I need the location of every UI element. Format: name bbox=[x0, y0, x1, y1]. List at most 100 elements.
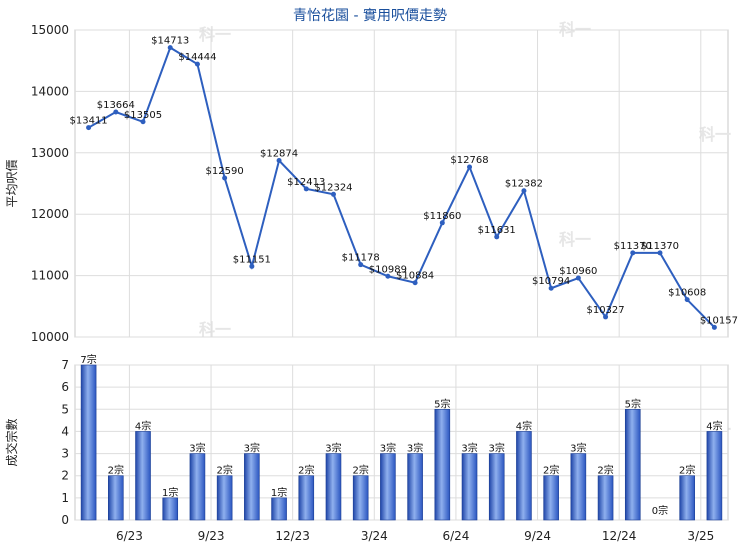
price-data-label: $10157 bbox=[700, 315, 738, 326]
price-data-label: $10884 bbox=[396, 271, 434, 282]
volume-data-label: 3宗 bbox=[461, 442, 477, 455]
volume-bar bbox=[135, 431, 151, 521]
volume-bar bbox=[325, 453, 342, 521]
price-point bbox=[630, 250, 636, 256]
volume-bar bbox=[679, 475, 695, 521]
price-point bbox=[303, 186, 309, 192]
x-tick-label: 12/24 bbox=[602, 529, 637, 543]
price-data-label: $11370 bbox=[614, 241, 652, 252]
volume-bar bbox=[461, 453, 478, 521]
price-data-label: $11631 bbox=[478, 225, 516, 236]
volume-data-label: 3宗 bbox=[489, 442, 505, 455]
price-point bbox=[575, 275, 581, 281]
volume-data-label: 5宗 bbox=[625, 397, 641, 410]
volume-data-label: 1宗 bbox=[271, 486, 287, 499]
volume-bar-chart: 0 1 2 3 4 5 6 7 6/23 9/23 12/23 3/24 6/24 9/24 12/24 3/… bbox=[4, 353, 729, 543]
bottom-y-tick-label: 0 bbox=[61, 513, 69, 527]
x-tick-label: 9/23 bbox=[198, 529, 225, 543]
price-data-label: $10794 bbox=[532, 276, 570, 287]
price-point bbox=[140, 119, 146, 125]
price-point bbox=[684, 297, 690, 303]
volume-data-label: 2宗 bbox=[216, 464, 232, 477]
x-tick-label: 9/24 bbox=[524, 529, 551, 543]
volume-bar bbox=[570, 453, 587, 521]
volume-data-label: 2宗 bbox=[679, 464, 695, 477]
price-data-label: $10960 bbox=[559, 266, 597, 277]
volume-bar bbox=[271, 497, 287, 521]
volume-data-label: 4宗 bbox=[135, 419, 151, 432]
price-data-label: $11178 bbox=[342, 253, 380, 264]
volume-bar bbox=[108, 475, 124, 521]
x-tick-label: 6/23 bbox=[116, 529, 143, 543]
x-tick-label: 3/25 bbox=[687, 529, 714, 543]
price-data-label: $10989 bbox=[369, 264, 407, 275]
volume-data-label: 3宗 bbox=[189, 442, 205, 455]
price-point bbox=[657, 250, 663, 256]
top-y-tick-label: 12000 bbox=[31, 207, 69, 221]
volume-data-label: 3宗 bbox=[570, 442, 586, 455]
price-data-label: $13411 bbox=[70, 116, 108, 127]
volume-data-label: 3宗 bbox=[325, 442, 341, 455]
price-point bbox=[439, 220, 445, 226]
price-point bbox=[358, 262, 364, 268]
price-data-label: $12413 bbox=[287, 177, 325, 188]
volume-data-label: 3宗 bbox=[407, 442, 423, 455]
bottom-y-tick-label: 7 bbox=[61, 358, 69, 372]
volume-data-label: 2宗 bbox=[543, 464, 559, 477]
volume-bar bbox=[216, 475, 233, 521]
price-point bbox=[521, 188, 527, 194]
volume-bar bbox=[380, 453, 396, 521]
top-y-tick-label: 10000 bbox=[31, 330, 69, 344]
volume-data-label: 3宗 bbox=[244, 442, 260, 455]
price-point bbox=[113, 109, 119, 115]
price-point bbox=[249, 263, 255, 269]
price-point bbox=[222, 175, 228, 181]
price-point bbox=[194, 61, 200, 67]
price-data-label: $12768 bbox=[450, 155, 488, 166]
price-point bbox=[711, 324, 717, 330]
price-data-label: $11151 bbox=[233, 254, 271, 265]
chart-title: 青怡花園 - 實用呎價走勢 bbox=[293, 7, 447, 24]
watermark: 科一 bbox=[199, 25, 231, 44]
volume-data-label: 1宗 bbox=[162, 486, 178, 499]
price-point bbox=[86, 125, 92, 131]
volume-bar bbox=[80, 364, 97, 521]
top-y-axis-label: 平均呎價 bbox=[5, 159, 19, 207]
price-data-label: $10608 bbox=[668, 288, 706, 299]
volume-data-label: 7宗 bbox=[80, 353, 96, 366]
volume-bar bbox=[189, 453, 206, 521]
price-point bbox=[276, 158, 282, 164]
price-data-label: $12382 bbox=[505, 179, 543, 190]
volume-data-label: 0宗 bbox=[652, 504, 668, 517]
bottom-y-tick-label: 4 bbox=[61, 424, 69, 438]
price-data-label: $14713 bbox=[151, 36, 189, 47]
volume-data-label: 2宗 bbox=[108, 464, 124, 477]
volume-data-label: 4宗 bbox=[706, 419, 722, 432]
price-data-label: $12590 bbox=[206, 166, 244, 177]
volume-bar bbox=[434, 408, 451, 521]
volume-data-label: 4宗 bbox=[516, 419, 532, 432]
price-data-label: $14444 bbox=[178, 52, 216, 63]
price-point bbox=[385, 273, 391, 279]
volume-bar bbox=[597, 475, 614, 521]
volume-data-label: 5宗 bbox=[434, 397, 450, 410]
top-y-tick-label: 15000 bbox=[31, 23, 69, 37]
volume-bar bbox=[488, 453, 505, 521]
bottom-y-tick-label: 2 bbox=[61, 469, 69, 483]
bottom-y-axis-label: 成交宗數 bbox=[4, 418, 19, 466]
x-tick-label: 3/24 bbox=[361, 529, 388, 543]
price-data-label: $11860 bbox=[423, 211, 461, 222]
price-point bbox=[412, 280, 418, 286]
volume-data-label: 2宗 bbox=[597, 464, 613, 477]
price-data-label: $13664 bbox=[97, 100, 135, 111]
watermark: 科一 bbox=[559, 230, 591, 249]
price-point bbox=[494, 234, 500, 240]
price-data-label: $12324 bbox=[314, 182, 352, 193]
top-y-tick-label: 11000 bbox=[31, 269, 69, 283]
price-data-label: $11370 bbox=[641, 241, 679, 252]
volume-bar bbox=[352, 475, 369, 521]
bottom-y-tick-label: 6 bbox=[61, 380, 69, 394]
price-point bbox=[548, 285, 554, 291]
watermark: 科一 bbox=[199, 320, 231, 339]
